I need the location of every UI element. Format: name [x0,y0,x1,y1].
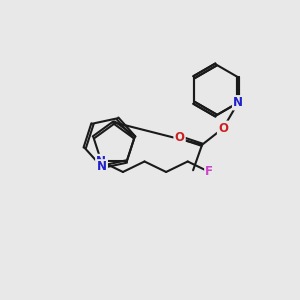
Text: O: O [218,122,228,135]
Text: N: N [96,155,106,168]
Text: N: N [97,160,107,173]
Text: O: O [175,131,184,144]
Text: N: N [233,96,243,109]
Text: F: F [205,166,213,178]
